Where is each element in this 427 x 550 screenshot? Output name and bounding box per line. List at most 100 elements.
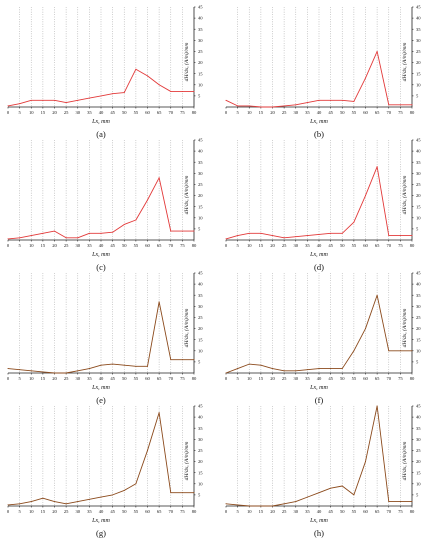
data-point: [283, 237, 285, 239]
data-point: [158, 84, 160, 86]
data-point: [411, 501, 413, 503]
y-tick-label: 25: [198, 49, 203, 54]
panel-a: 0 5 10 15 20 25 30 35 40 45 50 55 60 65 70 75 80 5 10 15 20 2…: [7, 5, 203, 139]
x-tick-label: 10: [29, 509, 34, 514]
y-axis-title: dH/dx, (A/m)/mm: [183, 442, 190, 481]
x-tick-label: 55: [134, 243, 139, 248]
y-tick-label: 35: [198, 27, 203, 32]
data-point: [399, 501, 401, 503]
x-tick-label: 35: [305, 110, 310, 115]
data-point: [341, 485, 343, 487]
data-point: [376, 405, 378, 407]
y-tick-label: 30: [198, 38, 203, 43]
x-tick-label: 75: [398, 110, 403, 115]
x-tick-label: 65: [157, 243, 162, 248]
panel-d: 0 5 10 15 20 25 30 35 40 45 50 55 60 65 70 75 80 5 10 15 20 2…: [225, 138, 421, 272]
data-point: [7, 105, 9, 107]
data-point: [193, 230, 195, 232]
y-tick-label: 40: [198, 16, 203, 21]
x-tick-label: 5: [236, 376, 239, 381]
x-tick-label: 40: [99, 509, 104, 514]
data-point: [181, 90, 183, 92]
x-tick-label: 10: [247, 110, 252, 115]
data-point: [248, 105, 250, 107]
x-tick-label: 10: [29, 376, 34, 381]
x-tick-label: 60: [145, 376, 150, 381]
data-point: [65, 237, 67, 239]
data-point: [88, 232, 90, 234]
x-tick-label: 45: [110, 509, 115, 514]
x-axis-title: Lx, mm: [91, 252, 110, 258]
x-tick-label: 25: [64, 376, 69, 381]
x-tick-label: 75: [180, 110, 185, 115]
y-tick-label: 30: [198, 437, 203, 442]
y-tick-label: 5: [198, 492, 201, 497]
x-tick-label: 55: [352, 243, 357, 248]
data-point: [170, 492, 172, 494]
y-tick-label: 35: [416, 27, 421, 32]
y-tick-label: 20: [198, 60, 203, 65]
data-point: [42, 497, 44, 499]
y-tick-label: 45: [416, 5, 421, 10]
x-tick-label: 65: [157, 509, 162, 514]
data-point: [272, 235, 273, 237]
x-tick-label: 20: [52, 509, 57, 514]
x-tick-label: 45: [328, 110, 333, 115]
y-tick-label: 45: [198, 138, 203, 143]
data-point: [135, 219, 137, 221]
x-tick-label: 70: [386, 243, 391, 248]
data-point: [147, 199, 148, 201]
x-axis-title: Lx, mm: [91, 385, 110, 391]
data-point: [225, 99, 227, 101]
x-tick-label: 30: [75, 509, 80, 514]
x-tick-label: 55: [352, 376, 357, 381]
x-tick-label: 25: [64, 509, 69, 514]
x-axis-title: Lx, mm: [309, 119, 328, 125]
data-point: [170, 90, 172, 92]
y-tick-label: 5: [416, 226, 419, 231]
data-point: [225, 372, 227, 374]
data-point: [88, 498, 90, 500]
data-point: [330, 487, 332, 489]
data-point: [147, 365, 148, 367]
data-point: [112, 93, 114, 95]
data-point: [193, 492, 195, 494]
data-point: [306, 102, 308, 104]
data-point: [272, 368, 273, 370]
x-tick-label: 25: [64, 110, 69, 115]
x-tick-label: 35: [305, 243, 310, 248]
y-tick-label: 35: [416, 160, 421, 165]
y-tick-label: 25: [198, 182, 203, 187]
x-tick-label: 5: [18, 243, 21, 248]
y-tick-label: 15: [198, 204, 203, 209]
x-tick-label: 50: [122, 376, 127, 381]
x-tick-label: 45: [328, 243, 333, 248]
y-tick-label: 15: [416, 71, 421, 76]
data-point: [54, 372, 55, 374]
data-point: [306, 369, 308, 371]
data-point: [19, 369, 21, 371]
data-point: [260, 505, 262, 507]
x-axis-title: Lx, mm: [91, 518, 110, 524]
data-point: [411, 104, 413, 106]
data-point: [147, 449, 148, 451]
data-point: [158, 177, 160, 179]
x-tick-label: 30: [293, 509, 298, 514]
data-point: [318, 99, 320, 101]
y-tick-label: 10: [198, 82, 203, 87]
y-tick-label: 30: [416, 437, 421, 442]
y-tick-label: 25: [416, 49, 421, 54]
x-tick-label: 35: [305, 376, 310, 381]
x-tick-label: 55: [352, 110, 357, 115]
x-tick-label: 50: [340, 110, 345, 115]
x-tick-label: 40: [99, 243, 104, 248]
data-point: [283, 503, 285, 505]
x-tick-label: 0: [7, 376, 10, 381]
data-point: [237, 504, 239, 506]
x-tick-label: 30: [293, 376, 298, 381]
data-point: [237, 105, 239, 107]
data-point: [330, 99, 332, 101]
x-tick-label: 80: [410, 509, 415, 514]
data-point: [260, 232, 262, 234]
x-tick-label: 25: [282, 376, 287, 381]
